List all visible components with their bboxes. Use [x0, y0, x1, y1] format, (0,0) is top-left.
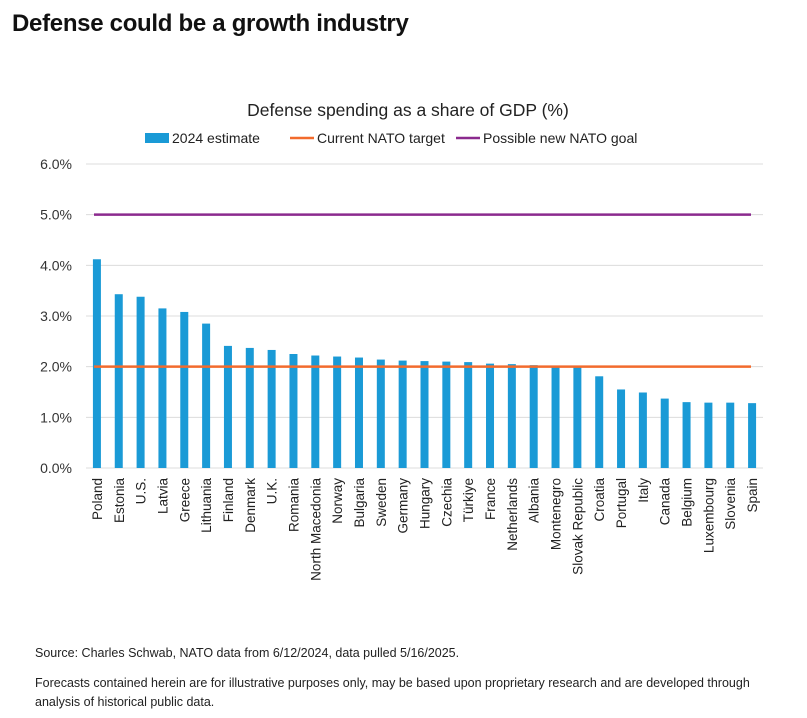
y-tick-label: 0.0%	[40, 460, 72, 476]
bar	[748, 403, 757, 468]
bar	[420, 361, 429, 468]
bar	[595, 376, 604, 468]
x-tick-label: Czechia	[439, 478, 454, 527]
bar	[92, 259, 101, 468]
bar	[289, 354, 298, 468]
x-tick-label: Slovak Republic	[570, 478, 585, 575]
bar	[442, 361, 451, 468]
bar	[311, 355, 320, 468]
x-tick-label: U.K.	[265, 478, 280, 504]
bar	[223, 345, 232, 468]
x-tick-label: Türkiye	[461, 478, 476, 522]
y-tick-label: 4.0%	[40, 257, 72, 273]
disclaimer-note: Forecasts contained herein are for illus…	[35, 676, 750, 709]
bar	[660, 398, 669, 468]
x-tick-label: U.S.	[134, 478, 149, 504]
x-tick-label: Denmark	[243, 478, 258, 533]
y-tick-label: 1.0%	[40, 409, 72, 425]
bar-series	[92, 259, 757, 468]
x-tick-label: Montenegro	[549, 478, 564, 550]
legend-swatch	[145, 133, 169, 143]
x-axis: Poland Estonia U.S. Latvia Greece Lithuania Fi…	[90, 478, 760, 581]
bar	[507, 364, 516, 468]
x-tick-label: Italy	[636, 478, 651, 503]
x-tick-label: Estonia	[112, 478, 127, 524]
bar	[114, 294, 123, 468]
bar	[464, 362, 473, 468]
bar	[529, 365, 538, 468]
bar	[376, 359, 385, 468]
bar	[638, 392, 647, 468]
bar	[158, 308, 167, 468]
bar	[573, 366, 582, 468]
x-tick-label: Belgium	[680, 478, 695, 527]
y-tick-label: 2.0%	[40, 359, 72, 375]
bar	[551, 366, 560, 468]
bar	[398, 360, 407, 468]
x-tick-label: Slovenia	[723, 478, 738, 530]
bar-chart: Defense spending as a share of GDP (%) 2…	[40, 100, 763, 581]
legend-label: Possible new NATO goal	[483, 130, 637, 146]
x-tick-label: Netherlands	[505, 478, 520, 551]
bar	[180, 311, 189, 468]
x-tick-label: France	[483, 478, 498, 520]
x-tick-label: Sweden	[374, 478, 389, 527]
legend-label: 2024 estimate	[172, 130, 260, 146]
x-tick-label: Croatia	[592, 478, 607, 522]
chart-legend: 2024 estimate Current NATO target Possible…	[145, 130, 637, 146]
bar	[726, 402, 735, 468]
x-tick-label: Hungary	[418, 478, 433, 529]
bar	[136, 296, 145, 468]
legend-label: Current NATO target	[317, 130, 445, 146]
x-tick-label: Finland	[221, 478, 236, 522]
source-note: Source: Charles Schwab, NATO data from 6…	[35, 646, 460, 660]
x-tick-label: Bulgaria	[352, 478, 367, 528]
x-tick-label: Germany	[396, 478, 411, 534]
bar	[202, 323, 211, 468]
x-tick-label: Luxembourg	[701, 478, 716, 553]
bar	[354, 357, 363, 468]
x-tick-label: Portugal	[614, 478, 629, 528]
chart-title: Defense spending as a share of GDP (%)	[247, 100, 569, 120]
x-tick-label: North Macedonia	[308, 478, 323, 581]
page-headline: Defense could be a growth industry	[12, 10, 409, 37]
x-tick-label: Romania	[286, 478, 301, 533]
bar	[333, 356, 342, 468]
x-tick-label: Canada	[658, 478, 673, 526]
y-tick-label: 3.0%	[40, 308, 72, 324]
x-tick-label: Spain	[745, 478, 760, 513]
x-tick-label: Greece	[177, 478, 192, 522]
x-tick-label: Norway	[330, 478, 345, 524]
y-tick-label: 5.0%	[40, 207, 72, 223]
y-tick-label: 6.0%	[40, 156, 72, 172]
bar	[682, 402, 691, 468]
x-tick-label: Latvia	[155, 478, 170, 515]
reference-lines	[94, 213, 751, 368]
bar	[617, 389, 626, 468]
bar	[267, 349, 276, 468]
bar	[486, 363, 495, 468]
bar	[245, 347, 254, 468]
y-axis: 0.0% 1.0% 2.0% 3.0% 4.0% 5.0% 6.0%	[40, 156, 72, 476]
x-tick-label: Lithuania	[199, 478, 214, 533]
x-tick-label: Albania	[527, 478, 542, 524]
bar	[704, 402, 713, 468]
x-tick-label: Poland	[90, 478, 105, 520]
